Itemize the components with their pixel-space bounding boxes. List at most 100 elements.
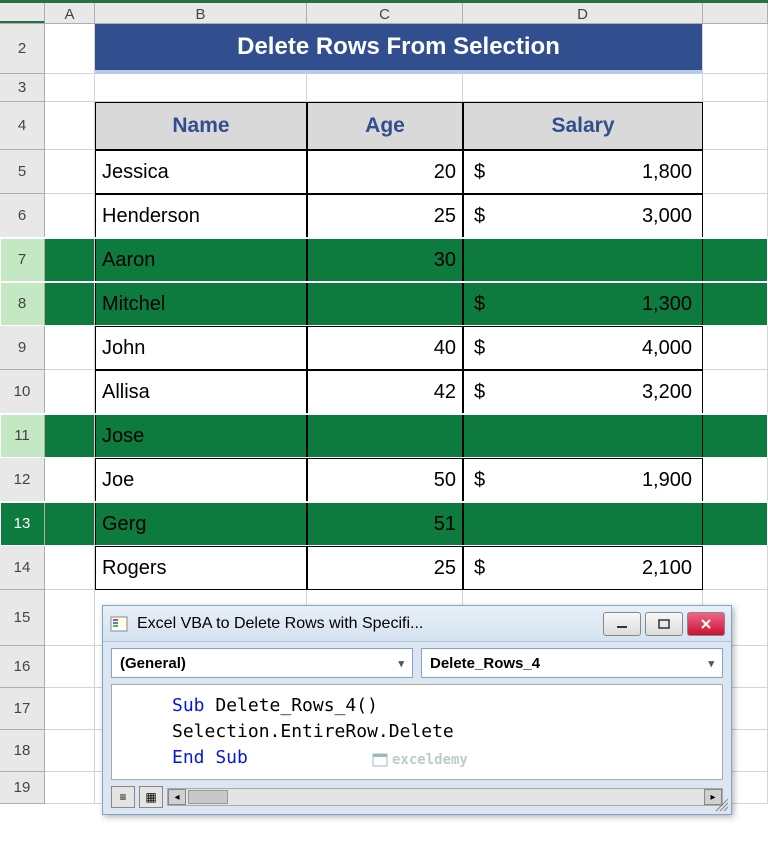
vba-object-dropdown[interactable]: (General) ▾ xyxy=(111,648,413,678)
vba-code-editor[interactable]: Sub Delete_Rows_4() Selection.EntireRow.… xyxy=(111,684,723,780)
cell-empty[interactable] xyxy=(703,502,768,546)
cell-name[interactable]: Jose xyxy=(95,414,307,458)
row-header-18[interactable]: 18 xyxy=(0,730,45,772)
cell-empty[interactable] xyxy=(703,414,768,458)
resize-grip-icon[interactable] xyxy=(715,798,729,812)
row-header-3[interactable]: 3 xyxy=(0,74,45,102)
cell-age[interactable] xyxy=(307,414,463,458)
row-header-5[interactable]: 5 xyxy=(0,150,45,194)
row-header-14[interactable]: 14 xyxy=(0,546,45,590)
cell-name[interactable]: Aaron xyxy=(95,238,307,282)
cell-empty[interactable] xyxy=(45,502,95,546)
cell-empty[interactable] xyxy=(45,414,95,458)
cell-name[interactable]: Henderson xyxy=(95,194,307,238)
scroll-left-arrow[interactable]: ◂ xyxy=(168,789,186,805)
header-salary[interactable]: Salary xyxy=(463,102,703,150)
row-header-6[interactable]: 6 xyxy=(0,194,45,238)
row-header-2[interactable]: 2 xyxy=(0,24,45,74)
cell-name[interactable]: John xyxy=(95,326,307,370)
select-all-corner[interactable] xyxy=(0,3,45,23)
row-header-15[interactable]: 15 xyxy=(0,590,45,646)
cell-empty[interactable] xyxy=(45,150,95,194)
cell-salary[interactable]: $2,100 xyxy=(463,546,703,590)
cell-salary[interactable]: $4,000 xyxy=(463,326,703,370)
cell-salary[interactable] xyxy=(463,502,703,546)
cell-empty[interactable] xyxy=(703,546,768,590)
cell-empty[interactable] xyxy=(703,238,768,282)
procedure-view-button[interactable]: ≡ xyxy=(111,786,135,808)
cell-empty[interactable] xyxy=(703,150,768,194)
cell-age[interactable]: 50 xyxy=(307,458,463,502)
scroll-thumb[interactable] xyxy=(188,790,228,804)
cell-name[interactable]: Rogers xyxy=(95,546,307,590)
cell-age[interactable]: 25 xyxy=(307,194,463,238)
col-header-a[interactable]: A xyxy=(45,3,95,23)
cell-salary[interactable]: $3,200 xyxy=(463,370,703,414)
row-header-19[interactable]: 19 xyxy=(0,772,45,804)
cell-salary[interactable]: $1,900 xyxy=(463,458,703,502)
cell-age[interactable]: 40 xyxy=(307,326,463,370)
cell-salary[interactable] xyxy=(463,414,703,458)
col-header-c[interactable]: C xyxy=(307,3,463,23)
cell-salary[interactable]: $3,000 xyxy=(463,194,703,238)
row-header-9[interactable]: 9 xyxy=(0,326,45,370)
cell-empty[interactable] xyxy=(45,194,95,238)
cell-empty[interactable] xyxy=(703,326,768,370)
vba-procedure-label: Delete_Rows_4 xyxy=(430,655,540,672)
cell-name[interactable]: Jessica xyxy=(95,150,307,194)
cell-name[interactable]: Joe xyxy=(95,458,307,502)
vba-module-icon xyxy=(109,614,129,634)
minimize-button[interactable] xyxy=(603,612,641,636)
vba-procedure-dropdown[interactable]: Delete_Rows_4 ▾ xyxy=(421,648,723,678)
close-button[interactable] xyxy=(687,612,725,636)
cell-age[interactable]: 51 xyxy=(307,502,463,546)
vba-object-label: (General) xyxy=(120,655,186,672)
cell-empty[interactable] xyxy=(45,546,95,590)
row-header-16[interactable]: 16 xyxy=(0,646,45,688)
row-header-11[interactable]: 11 xyxy=(0,414,45,458)
cell-name[interactable]: Allisa xyxy=(95,370,307,414)
cell-a2[interactable] xyxy=(45,24,95,74)
chevron-down-icon: ▾ xyxy=(708,657,714,670)
cell-empty[interactable] xyxy=(703,370,768,414)
row-header-8[interactable]: 8 xyxy=(0,282,45,326)
cell-empty[interactable] xyxy=(703,282,768,326)
row-header-17[interactable]: 17 xyxy=(0,688,45,730)
cell-e2[interactable] xyxy=(703,24,768,74)
cell-empty[interactable] xyxy=(45,326,95,370)
row-header-7[interactable]: 7 xyxy=(0,238,45,282)
cell-age[interactable]: 30 xyxy=(307,238,463,282)
maximize-button[interactable] xyxy=(645,612,683,636)
cell-empty[interactable] xyxy=(703,194,768,238)
row-header-13[interactable]: 13 xyxy=(0,502,45,546)
col-header-d[interactable]: D xyxy=(463,3,703,23)
row-2: 2 Delete Rows From Selection xyxy=(0,24,768,74)
col-header-rest xyxy=(703,3,768,23)
cell-age[interactable]: 42 xyxy=(307,370,463,414)
cell-empty[interactable] xyxy=(45,282,95,326)
row-header-4[interactable]: 4 xyxy=(0,102,45,150)
cell-name[interactable]: Gerg xyxy=(95,502,307,546)
cell-age[interactable] xyxy=(307,282,463,326)
row-header-12[interactable]: 12 xyxy=(0,458,45,502)
horizontal-scrollbar[interactable]: ◂ ▸ xyxy=(167,788,723,806)
cell-empty[interactable] xyxy=(45,238,95,282)
cell-salary[interactable]: $1,300 xyxy=(463,282,703,326)
col-header-b[interactable]: B xyxy=(95,3,307,23)
cell-empty[interactable] xyxy=(45,370,95,414)
header-name[interactable]: Name xyxy=(95,102,307,150)
cell-empty[interactable] xyxy=(45,458,95,502)
cell-empty[interactable] xyxy=(703,458,768,502)
cell-salary[interactable]: $1,800 xyxy=(463,150,703,194)
title-cell[interactable]: Delete Rows From Selection xyxy=(95,24,703,74)
cell-age[interactable]: 25 xyxy=(307,546,463,590)
table-row: 5 Jessica20$1,800 xyxy=(0,150,768,194)
cell-age[interactable]: 20 xyxy=(307,150,463,194)
header-age[interactable]: Age xyxy=(307,102,463,150)
table-row: 11 Jose xyxy=(0,414,768,458)
full-module-view-button[interactable]: ▦ xyxy=(139,786,163,808)
row-header-10[interactable]: 10 xyxy=(0,370,45,414)
cell-salary[interactable] xyxy=(463,238,703,282)
vba-titlebar[interactable]: Excel VBA to Delete Rows with Specifi... xyxy=(103,606,731,642)
cell-name[interactable]: Mitchel xyxy=(95,282,307,326)
